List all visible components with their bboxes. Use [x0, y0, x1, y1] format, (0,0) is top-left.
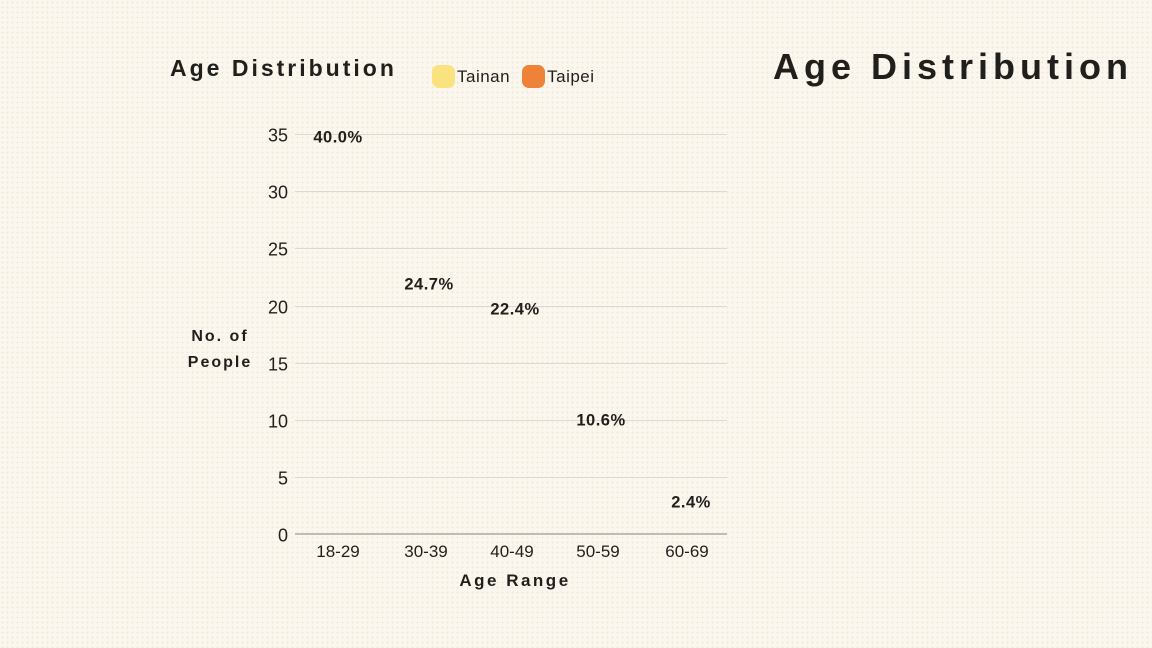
bar-label-40-49: 22.4% [490, 300, 540, 319]
x-axis-title: Age Range [459, 571, 571, 590]
y-tick-35: 35 [267, 125, 288, 146]
gridline [295, 134, 727, 135]
legend-label-taipei: Taipei [547, 66, 595, 86]
y-axis-title-line2: People [187, 354, 253, 371]
legend-item-tainan: Tainan [432, 65, 510, 88]
x-tick-50-59: 50-59 [576, 542, 620, 561]
bar-label-60-69: 2.4% [671, 493, 711, 512]
page-title: Age Distribution [773, 46, 1133, 87]
x-tick-40-49: 40-49 [490, 542, 534, 561]
gridline [295, 191, 727, 192]
x-tick-18-29: 18-29 [316, 542, 360, 561]
y-tick-25: 25 [267, 239, 288, 260]
gridline [295, 477, 727, 478]
y-axis-title-line1: No. of [191, 328, 249, 345]
tainan-swatch-icon [432, 65, 455, 88]
y-tick-10: 10 [267, 411, 288, 432]
y-tick-20: 20 [267, 297, 288, 318]
y-tick-0: 0 [277, 525, 288, 546]
gridline [295, 248, 727, 249]
gridline [295, 306, 727, 307]
bar-label-30-39: 24.7% [404, 275, 454, 294]
legend: Tainan Taipei [432, 65, 595, 88]
y-tick-5: 5 [277, 468, 288, 489]
x-axis-line [295, 533, 727, 535]
legend-label-tainan: Tainan [457, 66, 511, 86]
x-tick-60-69: 60-69 [665, 542, 709, 561]
bar-label-18-29: 40.0% [313, 128, 363, 147]
y-tick-15: 15 [267, 354, 288, 375]
x-tick-30-39: 30-39 [404, 542, 448, 561]
legend-item-taipei: Taipei [522, 65, 594, 88]
y-axis-title: No. of People [150, 324, 290, 376]
bar-label-50-59: 10.6% [576, 411, 626, 430]
gridline [295, 363, 727, 364]
gridline [295, 420, 727, 421]
chart-title: Age Distribution [170, 55, 397, 81]
y-tick-30: 30 [267, 182, 288, 203]
taipei-swatch-icon [522, 65, 546, 88]
